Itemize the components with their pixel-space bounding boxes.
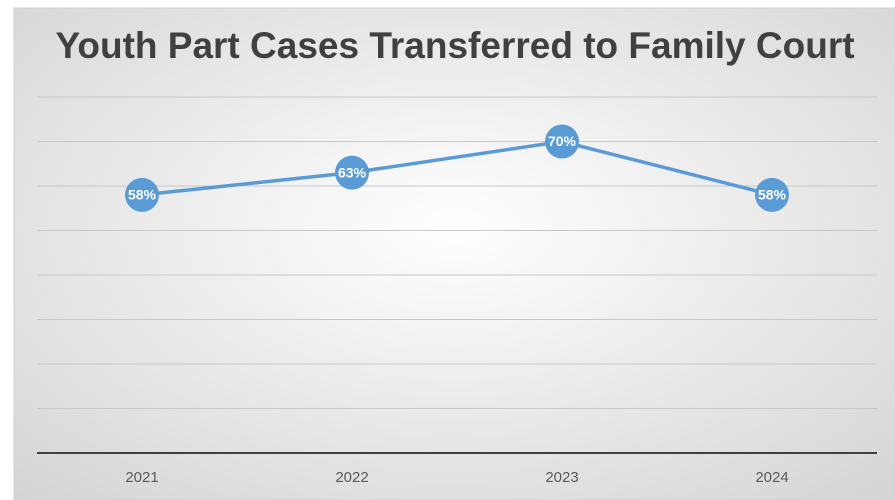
x-tick-label: 2021 — [125, 469, 158, 486]
data-label: 58% — [128, 187, 157, 203]
chart-title: Youth Part Cases Transferred to Family C… — [55, 25, 854, 66]
series-line — [141, 139, 773, 197]
data-label: 58% — [758, 187, 787, 203]
data-label: 63% — [338, 164, 367, 180]
x-tick-label: 2023 — [545, 469, 578, 486]
data-point — [125, 177, 159, 212]
data-point — [755, 177, 789, 212]
x-tick-label: 2022 — [335, 469, 368, 486]
x-tick-label: 2024 — [755, 469, 788, 486]
chart-background — [13, 7, 895, 500]
data-point — [545, 124, 579, 159]
data-label: 70% — [548, 133, 577, 149]
data-point — [335, 155, 369, 190]
